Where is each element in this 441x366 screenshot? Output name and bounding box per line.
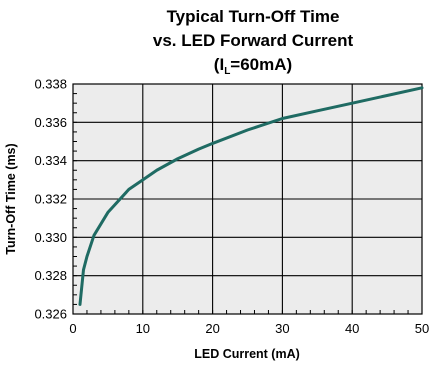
y-axis-label: Turn-Off Time (ms) — [4, 143, 18, 254]
y-tick-label: 0.334 — [34, 153, 67, 168]
y-tick-label: 0.326 — [34, 307, 67, 322]
y-tick-label: 0.336 — [34, 115, 67, 130]
y-tick-label: 0.328 — [34, 268, 67, 283]
y-tick-label: 0.332 — [34, 192, 67, 207]
chart-title-line3-prefix: (I — [214, 55, 224, 74]
chart-title-line1: Typical Turn-Off Time — [167, 7, 340, 26]
tick-labels: 0 10 20 30 40 50 0.326 0.328 0.330 0.332 0.334 0.33… — [34, 77, 429, 337]
grid-lines — [73, 84, 422, 314]
chart-title-line2: vs. LED Forward Current — [153, 31, 354, 50]
chart-title-line3: (IL=60mA) — [214, 55, 292, 77]
x-tick-label: 20 — [205, 321, 219, 336]
y-tick-label: 0.338 — [34, 77, 67, 92]
x-tick-label: 30 — [275, 321, 289, 336]
chart-title-line3-suffix: =60mA) — [230, 55, 292, 74]
chart-title-line3-sub: L — [224, 66, 230, 77]
x-tick-label: 0 — [69, 321, 76, 336]
x-axis-label: LED Current (mA) — [194, 347, 300, 361]
x-tick-label: 50 — [415, 321, 429, 336]
axis-ticks — [72, 83, 423, 315]
x-tick-label: 10 — [136, 321, 150, 336]
series-layer — [78, 86, 424, 306]
x-tick-label: 40 — [345, 321, 359, 336]
y-tick-label: 0.330 — [34, 230, 67, 245]
series-line — [78, 86, 424, 306]
